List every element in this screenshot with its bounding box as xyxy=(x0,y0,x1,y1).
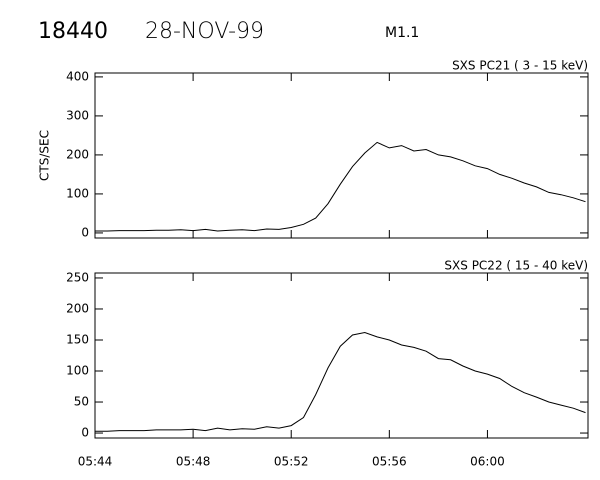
y-tick-label: 200 xyxy=(66,147,89,161)
x-tick-label: 05:48 xyxy=(176,455,211,469)
y-tick-label: 0 xyxy=(81,225,89,239)
panel-title: SXS PC21 ( 3 - 15 keV) xyxy=(452,59,588,73)
y-tick-label: 400 xyxy=(66,69,89,83)
y-tick-label: 250 xyxy=(66,270,89,284)
flare-class: M1.1 xyxy=(385,25,419,41)
y-tick-label: 300 xyxy=(66,108,89,122)
x-tick-label: 06:00 xyxy=(470,455,505,469)
flare-date: 28-NOV-99 xyxy=(145,19,264,44)
y-axis-label: CTS/SEC xyxy=(38,130,52,181)
data-line xyxy=(95,331,586,432)
y-tick-label: 0 xyxy=(81,426,89,440)
y-tick-label: 100 xyxy=(66,364,89,378)
flare-number: 18440 xyxy=(38,19,108,44)
y-tick-label: 50 xyxy=(74,395,89,409)
data-line xyxy=(95,141,586,232)
plot-frame xyxy=(94,272,589,439)
plot-frame xyxy=(94,72,589,239)
x-tick-label: 05:52 xyxy=(274,455,309,469)
x-tick-label: 05:44 xyxy=(78,455,113,469)
y-tick-label: 150 xyxy=(66,332,89,346)
y-tick-label: 200 xyxy=(66,301,89,315)
panel-title: SXS PC22 ( 15 - 40 keV) xyxy=(444,259,588,273)
x-tick-label: 05:56 xyxy=(372,455,407,469)
y-tick-label: 100 xyxy=(66,186,89,200)
